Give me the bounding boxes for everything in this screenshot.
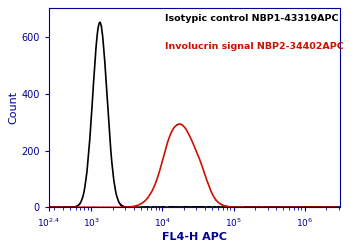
Text: Isotypic control NBP1-43319APC: Isotypic control NBP1-43319APC [165, 14, 339, 23]
Text: Involucrin signal NBP2-34402APC: Involucrin signal NBP2-34402APC [165, 42, 344, 51]
Y-axis label: Count: Count [8, 91, 18, 124]
X-axis label: FL4-H APC: FL4-H APC [162, 232, 227, 242]
